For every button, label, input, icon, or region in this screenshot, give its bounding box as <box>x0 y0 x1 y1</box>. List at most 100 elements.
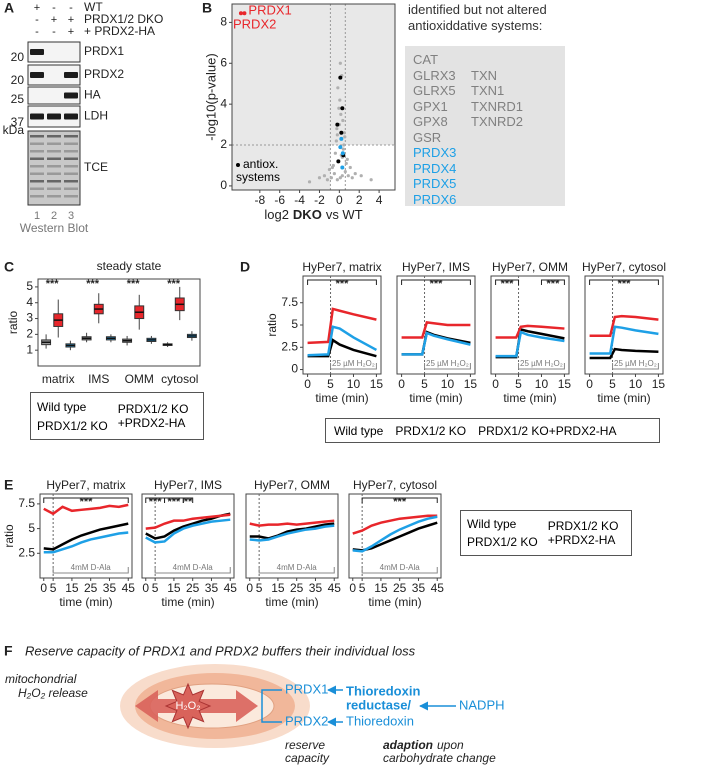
blot-lane-band <box>30 195 44 198</box>
chart-title: steady state <box>97 259 162 273</box>
series-line <box>589 325 659 355</box>
point <box>342 143 346 147</box>
significance-bracket <box>43 497 129 503</box>
legend-item: PRDX1/2 KO <box>395 424 466 438</box>
point <box>343 135 347 139</box>
shade <box>232 4 331 190</box>
note: reserve <box>285 738 325 752</box>
blot-lane-band <box>30 180 44 183</box>
treatment-label: 4mM D-Ala <box>277 563 318 572</box>
enzyme: Thioredoxin <box>346 713 414 728</box>
point <box>336 86 340 90</box>
cofactor: NADPH <box>459 697 505 712</box>
x-tick-label: 5 <box>515 377 522 391</box>
subplot-title: HyPer7, matrix <box>302 260 381 274</box>
panel-label: C <box>4 259 14 275</box>
y-tick-label: 2 <box>26 327 33 341</box>
x-tick-label: 35 <box>309 581 323 595</box>
x-tick-label: 0 <box>586 377 593 391</box>
diagram-note: mitochondrial <box>5 672 77 686</box>
x-axis-label: time (min) <box>59 595 112 609</box>
series-line <box>401 331 471 356</box>
x-tick-label: 5 <box>421 377 428 391</box>
x-tick-label: 25 <box>186 581 200 595</box>
point <box>340 106 345 111</box>
y-axis-label: ratio <box>265 313 279 337</box>
condition-sign: + <box>51 14 57 26</box>
point <box>339 136 344 141</box>
significance: *** <box>336 278 350 290</box>
y-tick-label: 1 <box>26 342 33 356</box>
point <box>307 180 312 184</box>
blot-caption: Western Blot <box>20 221 89 235</box>
blot-lane-band <box>47 180 61 183</box>
legend-label: Wild type <box>467 517 517 531</box>
point <box>338 98 342 102</box>
significance-bracket <box>401 279 471 285</box>
x-tick-label: 5 <box>256 581 263 595</box>
x-tick-label: 15 <box>652 377 666 391</box>
legend: Wild type PRDX1/2 KO PRDX1/2 KO+PRDX2-HA <box>325 418 660 443</box>
blot-lane-band <box>64 165 78 168</box>
point-label: PRDX2 <box>233 17 276 32</box>
legend-item: Wild type <box>467 517 538 531</box>
x-tick-label: 15 <box>167 581 181 595</box>
legend-item: PRDX1/2 KO <box>37 419 108 433</box>
x-tick-label: 5 <box>327 377 334 391</box>
panel-label: D <box>240 259 250 275</box>
treatment-bracket <box>154 567 231 574</box>
significance: *** <box>501 278 515 290</box>
x-tick-label: 10 <box>535 377 549 391</box>
series-line <box>495 324 565 339</box>
x-tick-label: 25 <box>290 581 304 595</box>
mw-marker: 37 <box>11 115 25 129</box>
x-tick-label: matrix <box>42 372 75 386</box>
legend: Wild type PRDX1/2 KO PRDX1/2 KO +PRDX2-HA <box>30 392 204 440</box>
point <box>322 174 327 178</box>
list-item: GSR <box>413 129 442 145</box>
point <box>348 165 352 170</box>
band-label: TCE <box>84 160 108 174</box>
point-label: PRDX1 <box>248 3 291 18</box>
lane-number: 3 <box>68 210 74 222</box>
point <box>369 178 373 182</box>
legend-item: Wild type <box>334 424 383 438</box>
treatment-bracket <box>612 363 659 370</box>
series-line <box>307 325 378 357</box>
point <box>339 130 344 135</box>
y-tick-label: 5 <box>26 279 33 293</box>
diagram-note: H₂O₂ release <box>18 686 88 700</box>
blot-lane-band <box>47 150 61 153</box>
blot-lane-band <box>64 135 78 138</box>
blot-lane-band <box>30 165 44 168</box>
plot-frame <box>348 493 442 579</box>
x-tick-label: 0 <box>398 377 405 391</box>
x-tick-label: 35 <box>103 581 117 595</box>
significance: *** <box>430 278 444 290</box>
x-tick-label: -4 <box>294 193 305 207</box>
x-tick-label: 15 <box>558 377 572 391</box>
blot-lane-band <box>47 135 61 138</box>
list-item: GPX8 <box>413 114 448 129</box>
point <box>359 174 363 178</box>
significance: *** <box>80 496 94 508</box>
significance-bracket <box>495 279 520 285</box>
y-axis-label: -log10(p-value) <box>203 53 218 140</box>
y-tick-label: 2.5 <box>281 339 298 353</box>
blot-lane-band <box>47 187 61 190</box>
blot-lane-band <box>64 187 78 190</box>
condition-sign: - <box>52 2 56 14</box>
legend-item: PRDX1/2 KO+PRDX2-HA <box>478 424 616 438</box>
x-tick-label: 15 <box>374 581 388 595</box>
x-tick-label: 0 <box>142 581 149 595</box>
subplot-title: HyPer7, cytosol <box>353 478 437 492</box>
note: carbohydrate change <box>383 751 496 765</box>
legend-label: PRDX1/2 KO+PRDX2-HA <box>478 423 617 438</box>
legend-item: PRDX1/2 KO +PRDX2-HA <box>548 519 625 547</box>
plot-frame <box>584 275 664 375</box>
list-item-highlight: PRDX4 <box>413 160 457 176</box>
blot-band <box>47 113 61 120</box>
point <box>335 178 339 182</box>
